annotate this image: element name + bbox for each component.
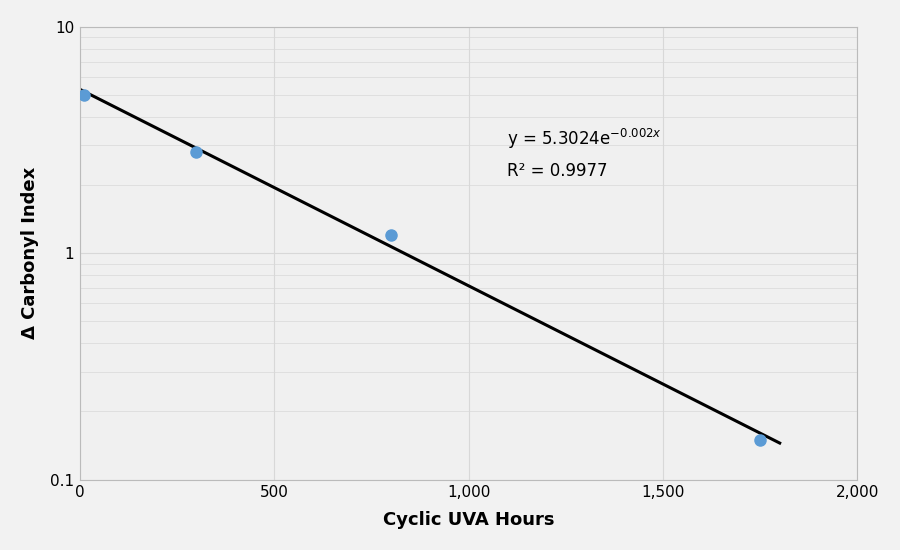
Point (189, 147, 203, 156)
Text: y = 5.3024e$^{-0.002x}$
R² = 0.9977: y = 5.3024e$^{-0.002x}$ R² = 0.9977 (508, 127, 662, 180)
Point (383, 231, 398, 240)
Point (753, 435, 768, 444)
X-axis label: Cyclic UVA Hours: Cyclic UVA Hours (382, 511, 554, 529)
Point (76, 91, 91, 100)
Y-axis label: Δ Carbonyl Index: Δ Carbonyl Index (21, 167, 39, 339)
